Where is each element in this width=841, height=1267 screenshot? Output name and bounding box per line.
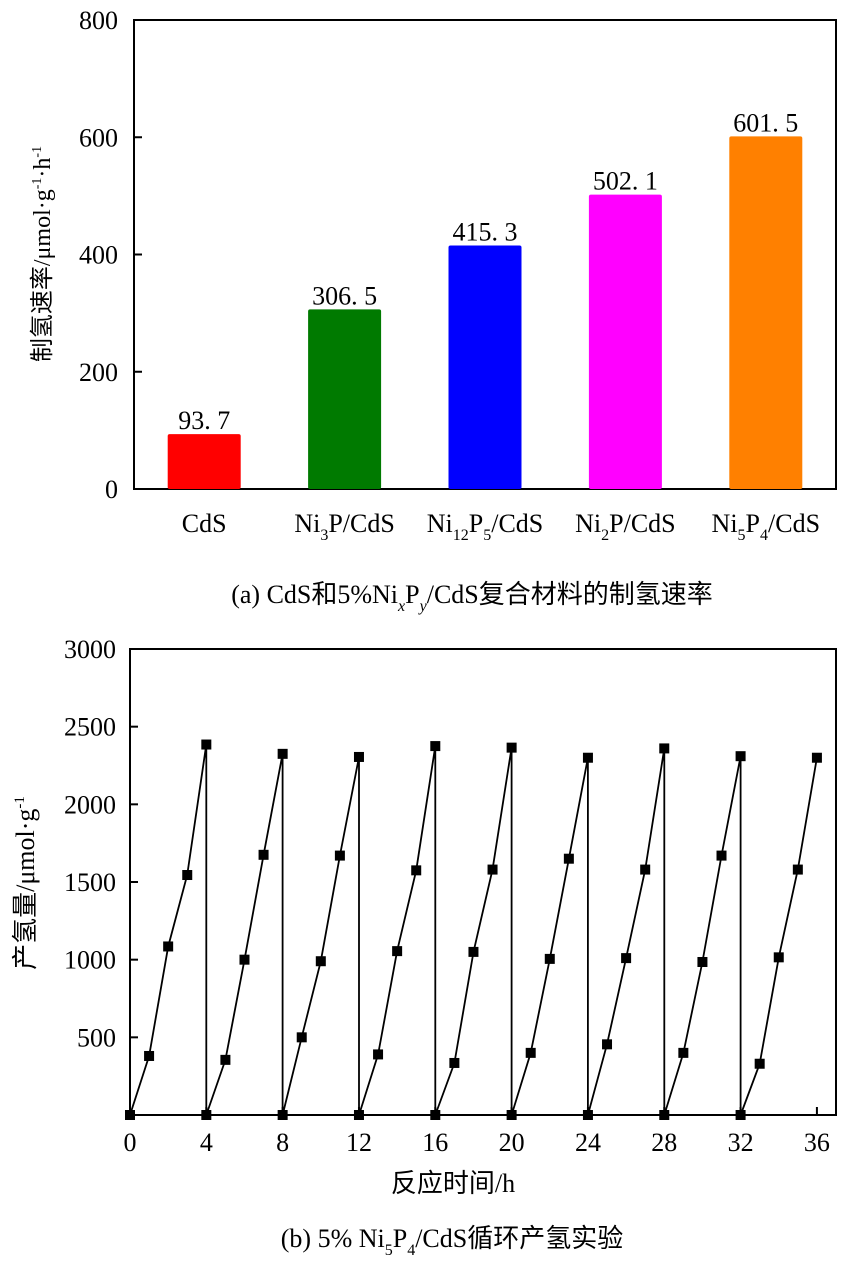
data-point — [506, 1110, 517, 1120]
y-tick-label: 2000 — [64, 790, 116, 819]
x-tick-label: 20 — [499, 1128, 525, 1157]
chart-b-y-axis-label: 产氢量/μmol·g-1 — [11, 796, 40, 970]
bar — [729, 136, 803, 490]
y-tick-label: 1000 — [64, 946, 116, 975]
data-point — [258, 849, 269, 860]
data-point — [296, 1032, 307, 1043]
x-tick-label: Ni2P/CdS — [575, 509, 676, 544]
bar — [308, 309, 382, 489]
data-point — [506, 742, 517, 753]
data-point — [525, 1047, 536, 1058]
data-point — [640, 864, 651, 875]
x-tick-label: 12 — [346, 1128, 372, 1157]
data-point — [220, 1054, 231, 1065]
data-point — [182, 870, 193, 881]
bar-chart-panel-a: 0 200 400 600 800 93. 7 306. 5 415. 3 502. 1 601… — [29, 6, 837, 615]
data-point — [201, 739, 212, 750]
data-point — [487, 864, 498, 875]
y-tick-label: 0 — [105, 475, 118, 504]
data-point — [334, 850, 345, 861]
data-point — [125, 1110, 135, 1120]
bar-value-label: 306. 5 — [312, 281, 377, 310]
y-tick-label: 800 — [79, 6, 118, 35]
data-point — [754, 1058, 765, 1069]
chart-a-bars: 93. 7 306. 5 415. 3 502. 1 601. 5 — [167, 108, 803, 490]
data-point — [811, 752, 822, 763]
data-point — [678, 1047, 689, 1058]
x-tick-label: 36 — [804, 1128, 830, 1157]
data-point — [544, 953, 555, 964]
data-point — [201, 1110, 212, 1120]
data-point — [430, 1110, 441, 1120]
y-tick-label: 600 — [79, 123, 118, 152]
y-tick-label: 1500 — [64, 868, 116, 897]
bar-value-label: 502. 1 — [593, 167, 658, 196]
x-tick-label: 8 — [276, 1128, 289, 1157]
bar — [167, 434, 241, 489]
chart-a-y-axis: 0 200 400 600 800 — [79, 6, 142, 504]
data-point — [430, 741, 441, 752]
x-tick-label: Ni5P4/CdS — [712, 509, 821, 544]
bar-value-label: 415. 3 — [453, 218, 518, 247]
data-point — [602, 1039, 613, 1050]
data-point — [373, 1049, 384, 1060]
bar-value-label: 601. 5 — [733, 108, 798, 137]
data-point — [582, 1110, 593, 1120]
bar — [448, 245, 522, 489]
y-tick-label: 200 — [79, 358, 118, 387]
x-tick-label: 28 — [651, 1128, 677, 1157]
data-point — [735, 1110, 746, 1120]
bar-value-label: 93. 7 — [178, 406, 230, 435]
x-tick-label: 0 — [124, 1128, 137, 1157]
line-chart-panel-b: 500 1000 1500 2000 2500 3000 0 4 8 12 16 20 24 28 32 3… — [11, 635, 837, 1259]
data-point — [144, 1050, 155, 1061]
data-point — [563, 853, 574, 864]
x-tick-label: Ni12P5/CdS — [427, 509, 544, 544]
y-tick-label: 3000 — [64, 635, 116, 664]
data-point — [716, 850, 727, 861]
chart-a-x-axis: CdS Ni3P/CdS Ni12P5/CdS Ni2P/CdS Ni5P4/CdS — [182, 509, 820, 544]
data-point — [449, 1057, 460, 1068]
x-tick-label: Ni3P/CdS — [294, 509, 395, 544]
data-point — [773, 952, 784, 963]
data-point — [659, 743, 670, 754]
x-tick-label: 32 — [728, 1128, 754, 1157]
chart-a-caption: (a) CdS和5%NixPy/CdS复合材料的制氢速率 — [231, 580, 713, 615]
series-line — [129, 744, 818, 1116]
data-point — [277, 748, 288, 759]
data-point — [468, 946, 479, 957]
chart-b-series — [125, 739, 822, 1120]
bar — [588, 194, 662, 490]
data-point — [411, 865, 422, 876]
x-tick-label: 24 — [575, 1128, 601, 1157]
chart-b-y-axis: 500 1000 1500 2000 2500 3000 — [64, 635, 138, 1052]
data-point — [697, 956, 708, 967]
data-point — [792, 864, 803, 875]
chart-a-y-axis-label: 制氢速率/μmol·g-1·h-1 — [29, 146, 56, 362]
y-tick-label: 500 — [77, 1023, 116, 1052]
data-point — [353, 751, 364, 762]
data-point — [315, 956, 326, 967]
data-point — [392, 946, 403, 957]
data-point — [239, 954, 250, 965]
x-tick-label: 16 — [422, 1128, 448, 1157]
data-point — [353, 1110, 364, 1120]
data-point — [277, 1110, 288, 1120]
data-point — [659, 1110, 670, 1120]
y-tick-label: 2500 — [64, 713, 116, 742]
x-tick-label: CdS — [182, 509, 227, 538]
chart-b-x-axis-label: 反应时间/h — [391, 1169, 515, 1198]
chart-b-frame — [129, 648, 837, 1116]
chart-b-x-axis: 0 4 8 12 16 20 24 28 32 36 — [124, 1107, 830, 1157]
x-tick-label: 4 — [200, 1128, 213, 1157]
data-point — [582, 752, 593, 763]
chart-b-caption: (b) 5% Ni5P4/CdS循环产氢实验 — [281, 1224, 623, 1259]
data-point — [621, 953, 632, 964]
data-point — [735, 751, 746, 762]
data-point — [163, 941, 174, 952]
y-tick-label: 400 — [79, 241, 118, 270]
